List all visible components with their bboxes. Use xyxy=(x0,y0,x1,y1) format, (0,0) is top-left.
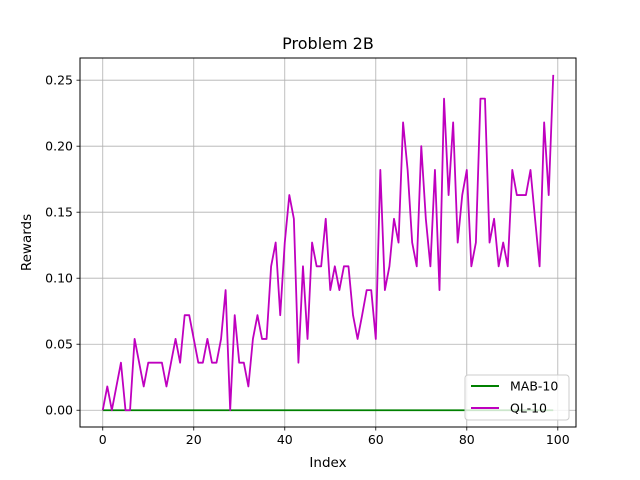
y-tick-label: 0.05 xyxy=(45,337,73,352)
y-tick-label: 0.15 xyxy=(45,205,73,220)
y-tick-label: 0.10 xyxy=(45,271,73,286)
x-tick-label: 0 xyxy=(99,432,107,447)
legend-label-mab-10: MAB-10 xyxy=(510,379,558,394)
y-axis-label: Rewards xyxy=(19,214,35,271)
x-tick-label: 100 xyxy=(546,432,570,447)
y-tick-label: 0.20 xyxy=(45,139,73,154)
x-tick-label: 40 xyxy=(277,432,293,447)
series-line-ql-10 xyxy=(101,74,555,412)
legend-label-ql-10: QL-10 xyxy=(510,401,547,416)
chart-title: Problem 2B xyxy=(282,34,374,53)
x-tick-label: 60 xyxy=(368,432,384,447)
y-tick-label: 0.00 xyxy=(45,403,73,418)
axes-frame xyxy=(79,57,577,428)
y-tick-label: 0.25 xyxy=(45,73,73,88)
x-tick-label: 20 xyxy=(186,432,202,447)
ticks: 0 20 40 60 80 100 0.00 0.05 0.10 0.15 0.20 0.25 xyxy=(45,73,570,447)
x-axis-label: Index xyxy=(309,455,346,471)
legend: MAB-10 QL-10 xyxy=(464,374,570,421)
x-tick-label: 80 xyxy=(459,432,475,447)
